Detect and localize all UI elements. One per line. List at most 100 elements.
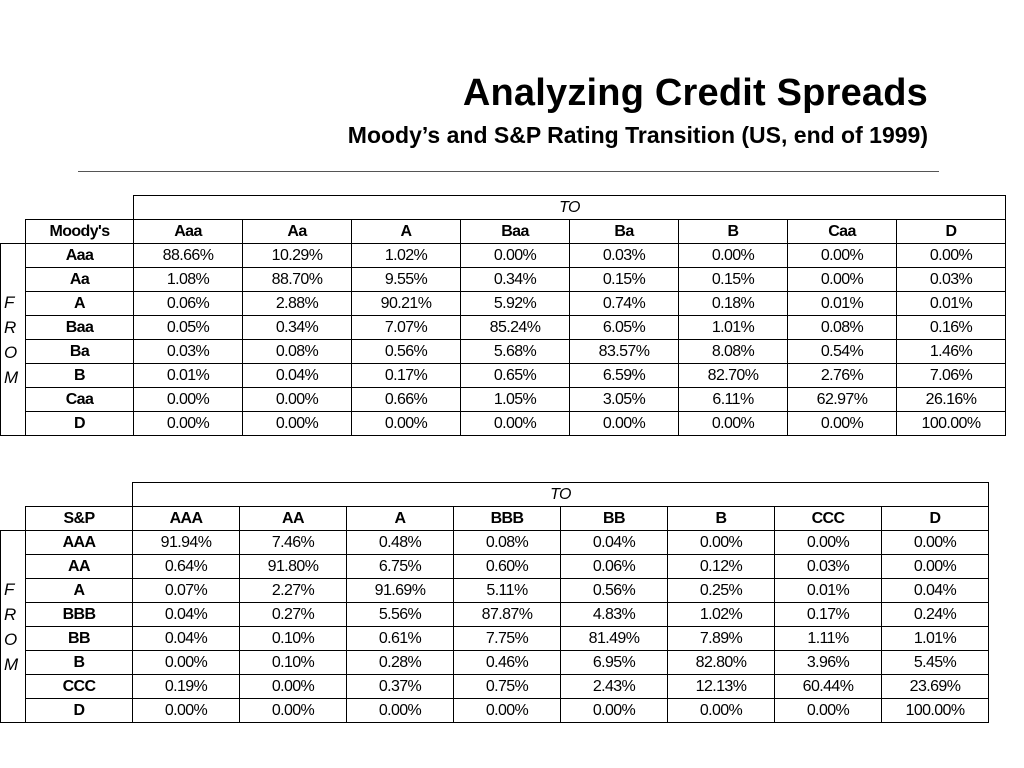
table-cell: 9.55% [351, 267, 461, 292]
row-header: Baa [25, 315, 134, 340]
row-header: Ba [25, 339, 134, 364]
table-row: F R O M Aaa 88.66% 10.29% 1.02% 0.00% 0.03% 0.00% 0… [0, 243, 1006, 436]
from-letter: M [4, 654, 18, 674]
to-label: TO [132, 482, 989, 507]
table-cell: 0.04% [881, 578, 989, 603]
table-cell: 0.15% [569, 267, 679, 292]
column-header: BB [560, 506, 668, 531]
table-cell: 0.34% [242, 315, 352, 340]
table-cell: 0.03% [774, 554, 882, 579]
table-row: A 0.07% 2.27% 91.69% 5.11% 0.56% 0.25% 0.01% 0.0… [1, 578, 989, 603]
column-header-row: S&P AAA AA A BBB BB B CCC D [1, 506, 989, 531]
table-row: Ba 0.03% 0.08% 0.56% 5.68% 83.57% 8.08% 0.54% 1.… [1, 339, 1006, 364]
table-cell: 3.96% [774, 650, 882, 675]
table-cell: 7.46% [239, 530, 347, 555]
table-row: AA 0.64% 91.80% 6.75% 0.60% 0.06% 0.12% 0.03% 0.… [1, 554, 989, 579]
table-cell: 0.00% [881, 530, 989, 555]
table-cell: 0.19% [132, 674, 240, 699]
table-cell: 1.01% [678, 315, 788, 340]
sp-transition-matrix: TO S&P AAA AA A BBB BB B CCC D F R O M AAA 91.94% 7.46% 0… [0, 482, 989, 723]
corner-spacer [1, 220, 26, 244]
table-cell: 0.00% [667, 698, 775, 723]
corner-spacer [1, 196, 134, 220]
table-cell: 0.54% [787, 339, 897, 364]
table-row: BBB 0.04% 0.27% 5.56% 87.87% 4.83% 1.02% 0.17% 0… [1, 602, 989, 627]
from-letter: M [4, 367, 18, 387]
table-cell: 0.00% [132, 650, 240, 675]
table-cell: 0.03% [133, 339, 243, 364]
corner-spacer [1, 507, 26, 531]
row-header: B [25, 650, 133, 675]
table-cell: 0.04% [132, 602, 240, 627]
table-cell: 91.94% [132, 530, 240, 555]
table-cell: 0.37% [346, 674, 454, 699]
title-divider [78, 171, 939, 172]
column-header: A [346, 506, 454, 531]
table-cell: 0.56% [351, 339, 461, 364]
table-cell: 0.00% [896, 243, 1006, 268]
table-cell: 1.01% [881, 626, 989, 651]
column-header: B [667, 506, 775, 531]
table-cell: 3.05% [569, 387, 679, 412]
table-cell: 0.03% [896, 267, 1006, 292]
row-header: AA [25, 554, 133, 579]
table-cell: 0.34% [460, 267, 570, 292]
table-cell: 85.24% [460, 315, 570, 340]
column-header-row: Moody's Aaa Aa A Baa Ba B Caa D [1, 219, 1006, 244]
table-cell: 0.00% [460, 243, 570, 268]
table-cell: 12.13% [667, 674, 775, 699]
row-header: Aa [25, 267, 134, 292]
table-cell: 90.21% [351, 291, 461, 316]
table-cell: 0.00% [667, 530, 775, 555]
table-cell: 0.00% [239, 674, 347, 699]
table-cell: 0.00% [351, 411, 461, 436]
slide-title: Analyzing Credit Spreads [462, 72, 928, 114]
column-header: D [881, 506, 989, 531]
column-header: D [896, 219, 1006, 244]
table-cell: 4.83% [560, 602, 668, 627]
table-cell: 88.66% [133, 243, 243, 268]
table-cell: 0.00% [560, 698, 668, 723]
column-header: Aa [242, 219, 352, 244]
table-cell: 1.08% [133, 267, 243, 292]
table-cell: 100.00% [881, 698, 989, 723]
table-cell: 0.00% [774, 698, 882, 723]
table-cell: 0.05% [133, 315, 243, 340]
row-header: Caa [25, 387, 134, 412]
to-header-row: TO [1, 195, 1006, 220]
table-cell: 1.11% [774, 626, 882, 651]
from-letter: F [4, 579, 14, 599]
table-cell: 0.10% [239, 626, 347, 651]
table-cell: 2.27% [239, 578, 347, 603]
table-cell: 0.65% [460, 363, 570, 388]
table-cell: 0.01% [896, 291, 1006, 316]
table-cell: 0.00% [242, 411, 352, 436]
row-header: AAA [25, 530, 133, 555]
row-header: D [25, 698, 133, 723]
table-cell: 0.00% [881, 554, 989, 579]
table-cell: 7.75% [453, 626, 561, 651]
table-cell: 0.75% [453, 674, 561, 699]
table-cell: 1.46% [896, 339, 1006, 364]
table-cell: 0.25% [667, 578, 775, 603]
table-cell: 0.60% [453, 554, 561, 579]
to-header-row: TO [1, 482, 989, 507]
row-header: Aaa [25, 243, 134, 268]
table-cell: 0.66% [351, 387, 461, 412]
table-cell: 5.11% [453, 578, 561, 603]
table-cell: 7.06% [896, 363, 1006, 388]
table-cell: 83.57% [569, 339, 679, 364]
column-header: CCC [774, 506, 882, 531]
row-header: A [25, 578, 133, 603]
column-header: Aaa [133, 219, 243, 244]
table-cell: 0.18% [678, 291, 788, 316]
table-cell: 0.00% [453, 698, 561, 723]
table-cell: 0.01% [133, 363, 243, 388]
table-cell: 91.80% [239, 554, 347, 579]
from-letter: R [4, 604, 16, 624]
table-cell: 100.00% [896, 411, 1006, 436]
table-cell: 5.56% [346, 602, 454, 627]
column-header: B [678, 219, 788, 244]
table-row: CCC 0.19% 0.00% 0.37% 0.75% 2.43% 12.13% 60.44%… [1, 674, 989, 699]
table-cell: 6.11% [678, 387, 788, 412]
